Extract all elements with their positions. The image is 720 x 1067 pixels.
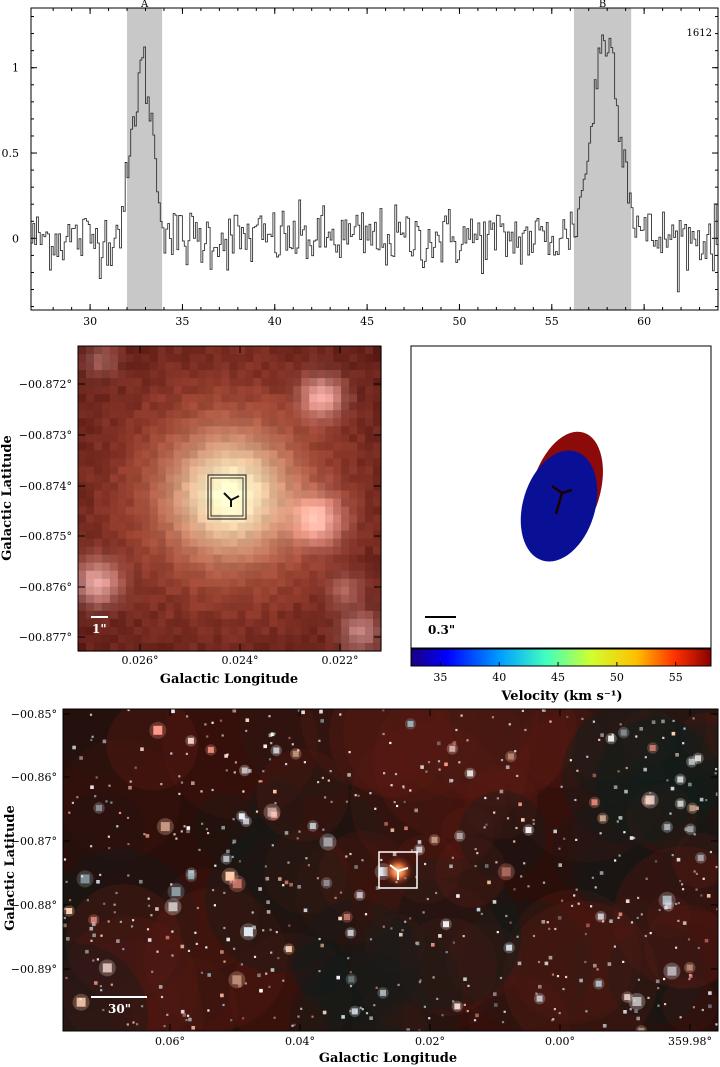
wide-field-frame [62, 708, 719, 1032]
maser-marker [223, 492, 240, 507]
wide-xlabel: Galactic Longitude [319, 1051, 457, 1066]
spectrum-line [31, 34, 718, 293]
zoom-ytick: −00.876° [19, 581, 72, 594]
zoom-ytick: −00.873° [19, 429, 72, 442]
spectrum-xtick: 60 [637, 315, 651, 328]
spectrum-xtick: 30 [83, 315, 97, 328]
spectrum-xtick: 45 [360, 315, 374, 328]
region-B [573, 8, 632, 310]
zoom-ytick: −00.875° [19, 530, 72, 543]
zoom-image-axes: 0.026° 0.024° 0.022° −00.872° −00.873° −00.87… [19, 346, 381, 667]
wide-ytick: −00.87° [11, 835, 57, 848]
maser-map-scalebar-label: 0.3" [428, 623, 455, 637]
spectrum-xtick: 55 [545, 315, 559, 328]
spectrum-xtick: 50 [452, 315, 466, 328]
wide-ytick: −00.86° [11, 771, 57, 784]
zoom-ytick: −00.877° [19, 631, 72, 644]
colorbar-tick: 45 [551, 671, 565, 684]
colorbar-tick: 50 [610, 671, 624, 684]
zoom-scalebar-label: 1" [92, 622, 107, 636]
wide-xtick: 0.04° [285, 1035, 315, 1048]
zoom-xtick: 0.026° [122, 654, 159, 667]
maser-map-marker [551, 484, 573, 515]
wide-xtick: 0.02° [415, 1035, 445, 1048]
spectrum-xtick: 35 [175, 315, 189, 328]
zoom-xtick: 0.022° [322, 654, 359, 667]
spectrum-ytick: 0.5 [2, 147, 20, 160]
source-box-inner [210, 477, 244, 517]
zoom-xlabel: Galactic Longitude [160, 672, 298, 687]
colorbar-tick: 55 [669, 671, 683, 684]
colorbar-tick: 35 [433, 671, 447, 684]
zoom-ytick: −00.874° [19, 480, 72, 493]
wide-field-axes: 0.06° 0.04° 0.02° 0.00° 359.98° −00.85° −00.86… [11, 708, 718, 1048]
region-label-B: B [599, 0, 606, 10]
wide-ytick: −00.85° [11, 708, 57, 721]
wide-ytick: −00.89° [11, 963, 57, 976]
wide-field-marker [389, 864, 409, 880]
zoom-ytick: −00.872° [19, 378, 72, 391]
wide-xtick: 359.98° [668, 1035, 712, 1048]
zoom-image-frame [77, 345, 382, 652]
zoom-image-panel: 0.026° 0.024° 0.022° −00.872° −00.873° −00.87… [0, 345, 382, 687]
line-annotation: 1612 [687, 28, 712, 39]
colorbar-label: Velocity (km s⁻¹) [500, 689, 622, 704]
wide-xtick: 0.06° [155, 1035, 185, 1048]
velocity-colorbar [410, 648, 712, 667]
colorbar-tick: 40 [492, 671, 506, 684]
colorbar-ticks: 35 40 45 50 55 [433, 662, 683, 684]
wide-ytick: −00.88° [11, 899, 57, 912]
zoom-xtick: 0.024° [222, 654, 259, 667]
region-label-A: A [140, 0, 149, 10]
spectrum-xtick: 40 [268, 315, 282, 328]
spectrum-ytick: 0 [12, 232, 19, 245]
wide-scalebar-label: 30" [108, 1002, 131, 1016]
maser-map-panel: 0.3" 35 40 45 50 55 Velocity (km s⁻¹) [410, 345, 712, 704]
spectrum-ytick: 1 [12, 62, 19, 75]
zoom-ylabel: Galactic Latitude [0, 435, 15, 561]
target-box [378, 851, 418, 889]
zoom-image-pixels [78, 346, 382, 652]
wide-field-panel: 0.06° 0.04° 0.02° 0.00° 359.98° −00.85° −00.86… [3, 708, 719, 1066]
source-box-outer [207, 474, 247, 520]
spectrum-frame [30, 7, 719, 311]
wide-xtick: 0.00° [545, 1035, 575, 1048]
wide-ylabel: Galactic Latitude [3, 805, 18, 931]
